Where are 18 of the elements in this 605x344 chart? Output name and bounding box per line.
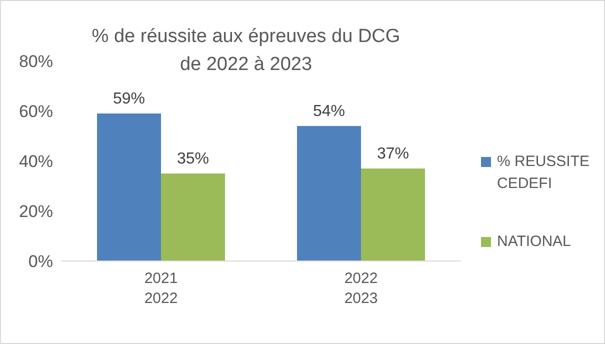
data-label: 35% <box>176 150 210 168</box>
y-tick-label: 80% <box>18 52 53 72</box>
x-tick-label: 2021 2022 <box>144 270 178 307</box>
data-label: 54% <box>312 103 346 120</box>
y-tick-label: 60% <box>18 102 53 122</box>
y-tick-label: 40% <box>18 152 53 172</box>
data-label: 37% <box>376 146 410 162</box>
bar <box>97 114 161 261</box>
bar <box>161 174 225 261</box>
legend-label: % REUSSITE CEDEFI <box>497 152 591 194</box>
x-tick-label: 2022 2023 <box>344 270 378 307</box>
chart-title: % de réussite aux épreuves du DCG de 2022 à 2023 <box>90 25 402 77</box>
bar <box>297 126 361 261</box>
data-label: 59% <box>112 90 146 108</box>
y-tick-label: 20% <box>18 202 53 222</box>
y-tick-label: 0% <box>28 252 53 272</box>
bar <box>361 168 425 261</box>
legend-label: NATIONAL <box>497 232 571 252</box>
